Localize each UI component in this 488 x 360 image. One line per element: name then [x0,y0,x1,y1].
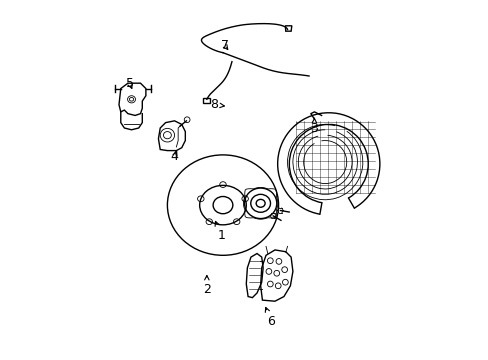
Text: 3: 3 [310,118,318,135]
Text: 4: 4 [170,150,178,163]
Text: 8: 8 [209,98,224,111]
Text: 1: 1 [215,221,224,242]
Text: 5: 5 [125,77,134,90]
Text: 2: 2 [203,275,210,296]
Text: 6: 6 [265,307,275,328]
Text: 7: 7 [220,39,228,52]
